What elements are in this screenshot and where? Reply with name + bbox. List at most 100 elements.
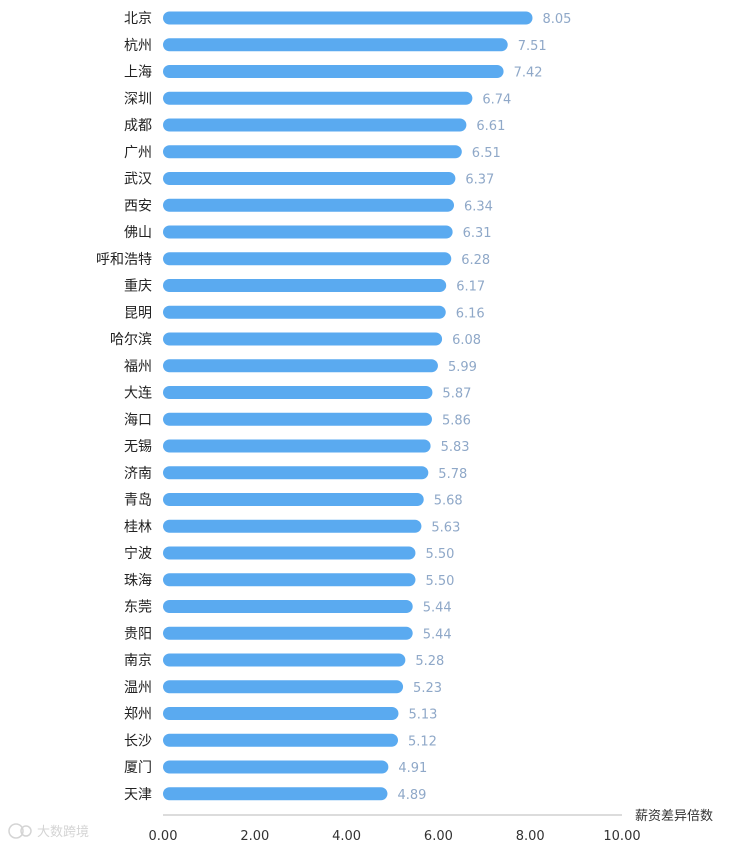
- value-label: 6.37: [465, 173, 494, 188]
- value-label: 5.78: [438, 467, 467, 482]
- category-label: 东莞: [124, 600, 152, 616]
- value-label: 6.74: [482, 92, 511, 107]
- bar: [163, 252, 452, 266]
- value-label: 6.28: [461, 253, 490, 268]
- value-label: 5.28: [415, 654, 444, 669]
- bar: [163, 707, 399, 720]
- value-label: 6.17: [456, 280, 485, 295]
- category-label: 厦门: [124, 760, 152, 776]
- category-label: 广州: [124, 145, 152, 161]
- value-label: 5.87: [442, 387, 471, 402]
- category-label: 上海: [124, 65, 152, 81]
- bar: [163, 519, 422, 533]
- value-label: 5.50: [425, 547, 454, 562]
- value-label: 6.16: [456, 306, 485, 321]
- x-tick-label: 2.00: [240, 829, 269, 844]
- bar: [163, 38, 508, 52]
- category-label: 哈尔滨: [110, 332, 152, 348]
- x-tick-label: 8.00: [516, 829, 545, 844]
- bar: [163, 600, 413, 613]
- value-label: 5.23: [413, 681, 442, 696]
- value-label: 5.12: [408, 734, 437, 749]
- value-label: 6.34: [464, 199, 493, 214]
- bar: [163, 145, 462, 159]
- category-label: 福州: [124, 359, 152, 375]
- value-label: 5.83: [441, 440, 470, 455]
- value-label: 7.42: [514, 66, 543, 81]
- category-label: 温州: [124, 680, 152, 696]
- bar: [163, 118, 467, 132]
- category-label: 成都: [124, 118, 152, 134]
- bar: [163, 760, 389, 774]
- value-label: 6.31: [463, 226, 492, 241]
- value-label: 4.91: [398, 761, 427, 776]
- category-label: 重庆: [124, 279, 152, 295]
- x-tick-label: 0.00: [149, 829, 178, 844]
- category-label: 杭州: [124, 38, 152, 54]
- x-tick-label: 4.00: [332, 829, 361, 844]
- category-label: 海口: [124, 412, 152, 428]
- value-label: 4.89: [397, 788, 426, 803]
- bar: [163, 359, 438, 373]
- value-label: 6.61: [476, 119, 505, 134]
- bar: [163, 279, 447, 292]
- category-label: 武汉: [124, 172, 152, 188]
- category-label: 长沙: [124, 733, 152, 749]
- value-label: 5.50: [425, 574, 454, 589]
- x-axis-title: 薪资差异倍数: [635, 809, 713, 824]
- category-label: 宁波: [124, 545, 152, 562]
- value-label: 5.44: [423, 627, 452, 642]
- value-label: 5.63: [431, 520, 460, 535]
- bar: [163, 626, 413, 640]
- category-label: 大连: [124, 386, 152, 402]
- category-label: 桂林: [124, 519, 152, 535]
- value-label: 8.05: [542, 12, 571, 27]
- bar: [163, 493, 424, 506]
- value-label: 6.51: [472, 146, 501, 161]
- watermark-logo-icon: [8, 823, 32, 839]
- category-label: 南京: [124, 653, 152, 669]
- category-label: 呼和浩特: [96, 252, 152, 268]
- category-label: 珠海: [124, 573, 152, 589]
- bar: [163, 386, 433, 399]
- category-label: 青岛: [124, 493, 152, 509]
- watermark-text: 大数跨境: [37, 825, 89, 840]
- category-label: 天津: [124, 787, 152, 803]
- x-tick-label: 10.00: [603, 829, 640, 844]
- category-label: 贵阳: [124, 626, 152, 642]
- value-label: 5.68: [434, 494, 463, 509]
- bar: [163, 172, 456, 185]
- value-label: 5.86: [442, 413, 471, 428]
- bar: [163, 733, 399, 747]
- bar: [163, 412, 432, 426]
- bar: [163, 198, 455, 212]
- bar: [163, 573, 416, 587]
- category-label: 昆明: [124, 305, 152, 321]
- value-label: 7.51: [518, 39, 547, 54]
- watermark: 大数跨境: [8, 823, 89, 840]
- bar: [163, 680, 404, 694]
- bar: [163, 466, 429, 480]
- bar: [163, 546, 416, 560]
- value-label: 5.99: [448, 360, 477, 375]
- x-tick-label: 6.00: [424, 829, 453, 844]
- bar: [163, 225, 453, 239]
- category-label: 郑州: [124, 707, 152, 723]
- value-label: 6.08: [452, 333, 481, 348]
- category-label: 无锡: [124, 439, 152, 455]
- x-axis: 薪资差异倍数 0.00 2.00 4.00 6.00 8.00 10.00: [149, 809, 713, 844]
- bar: [163, 91, 473, 105]
- category-label: 北京: [124, 11, 152, 27]
- bar: [163, 439, 431, 453]
- category-label: 西安: [124, 198, 152, 214]
- value-label: 5.13: [408, 708, 437, 723]
- category-label: 深圳: [124, 91, 152, 107]
- bar: [163, 305, 446, 319]
- bars-layer: 北京 8.05 杭州 7.51 上海 7.42 深圳 6.74 成都 6.61 广州 6.51 武汉 6.…: [96, 11, 571, 803]
- bar: [163, 332, 443, 346]
- bar: [163, 65, 504, 78]
- bar: [163, 653, 406, 667]
- bar: [163, 787, 388, 801]
